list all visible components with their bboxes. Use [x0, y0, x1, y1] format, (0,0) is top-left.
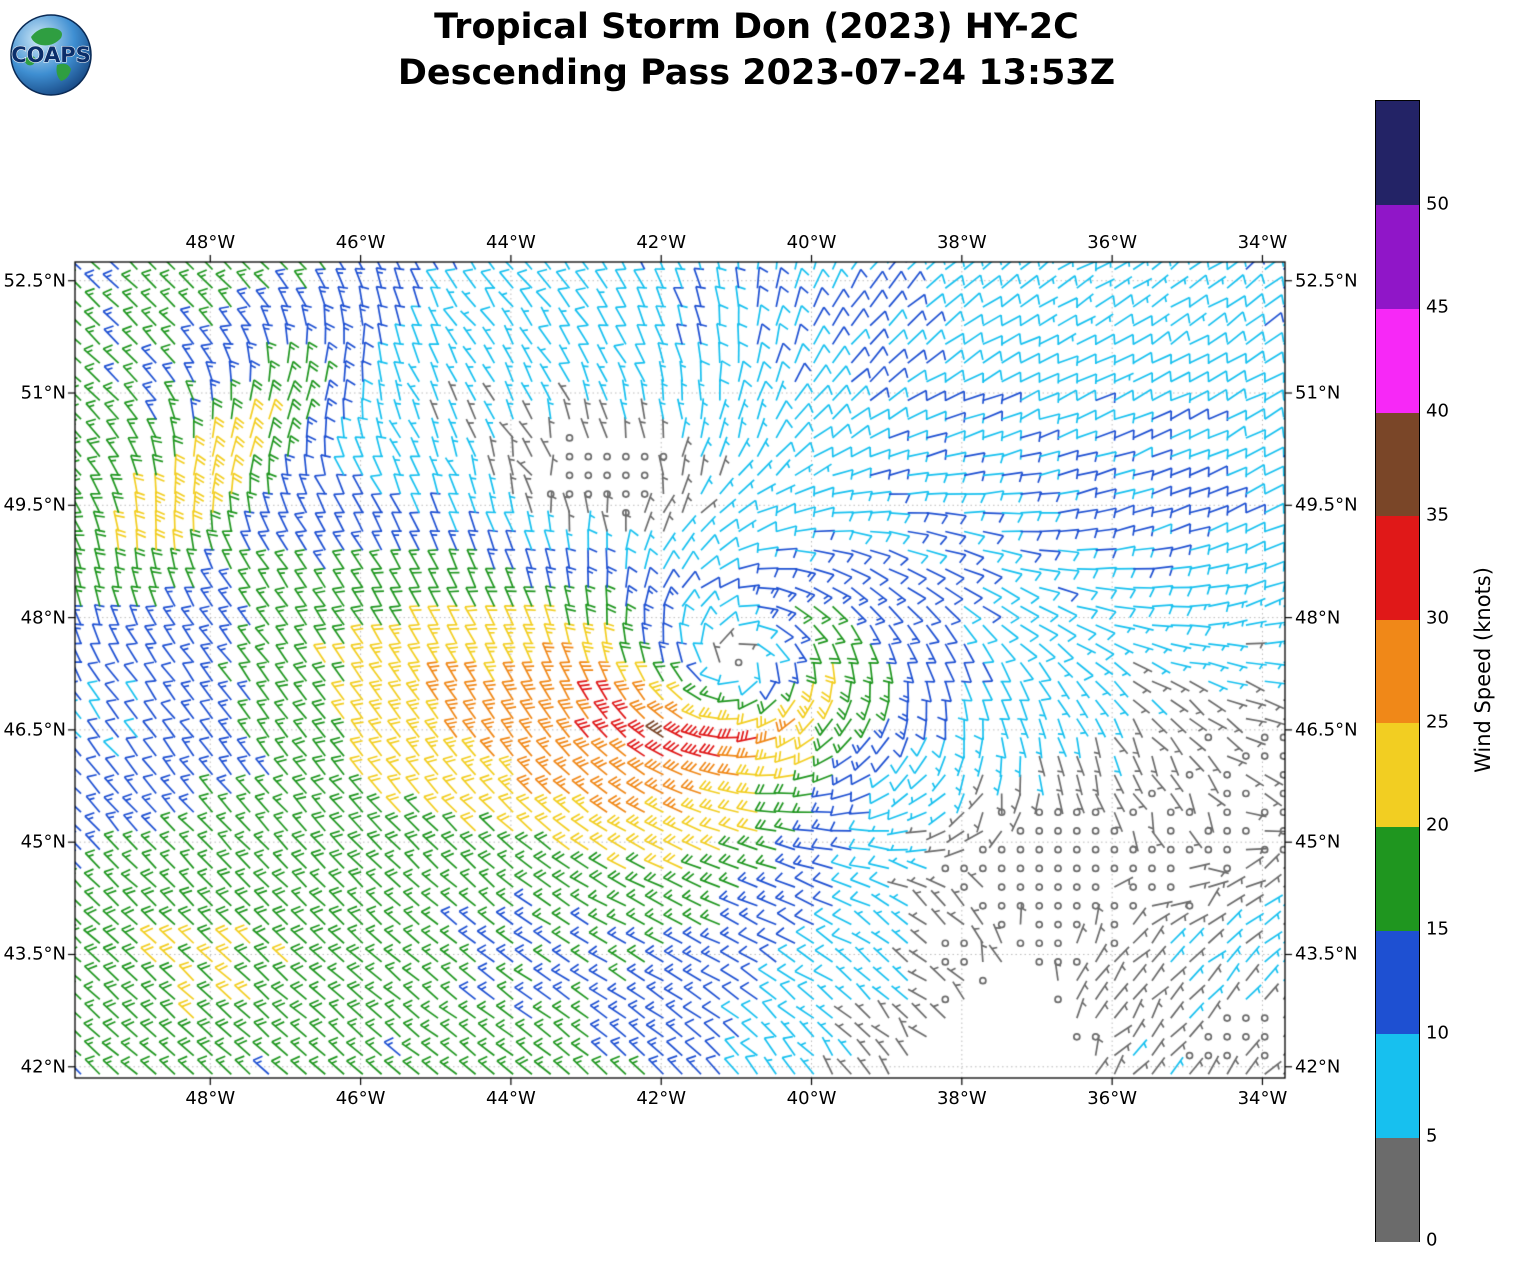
x-axis-tick-label-bottom: 38°W — [936, 1088, 987, 1109]
y-axis-tick-label-left: 48°N — [20, 607, 66, 629]
colorbar-segment — [1376, 1033, 1419, 1138]
y-axis-tick-label-right: 46.5°N — [1295, 719, 1358, 741]
y-axis-tick-label-left: 43.5°N — [3, 943, 66, 965]
x-axis-tick-label-top: 42°W — [636, 232, 687, 253]
x-axis-tick-label-bottom: 48°W — [185, 1088, 236, 1109]
x-axis-tick-label-top: 36°W — [1087, 232, 1137, 253]
x-axis-tick-label-bottom: 46°W — [335, 1088, 386, 1109]
colorbar-tick-label: 10 — [1426, 1022, 1449, 1044]
colorbar-tick-label: 45 — [1426, 296, 1449, 318]
y-axis-tick-label-right: 48°N — [1295, 607, 1341, 629]
x-axis-tick-label-bottom: 42°W — [636, 1088, 687, 1109]
x-axis-tick-label-bottom: 44°W — [486, 1088, 536, 1109]
colorbar-segment — [1376, 619, 1419, 724]
colorbar-segment — [1376, 515, 1419, 620]
colorbar-axis-label: Wind Speed (knots) — [1471, 567, 1495, 773]
colorbar-tick-label: 0 — [1426, 1229, 1438, 1251]
colorbar-segment — [1376, 308, 1419, 413]
y-axis-tick-label-right: 43.5°N — [1295, 943, 1358, 965]
colorbar-tick-label: 40 — [1426, 400, 1449, 422]
colorbar-segment — [1376, 204, 1419, 309]
x-axis-tick-label-top: 34°W — [1237, 232, 1288, 253]
y-axis-tick-label-left: 45°N — [20, 831, 66, 853]
y-axis-tick-label-right: 51°N — [1295, 382, 1341, 404]
colorbar-segment — [1376, 411, 1419, 517]
colorbar-tick-label: 35 — [1426, 504, 1449, 526]
y-axis-tick-label-left: 52.5°N — [3, 270, 66, 292]
y-axis-tick-label-left: 42°N — [20, 1056, 66, 1078]
y-axis-tick-label-left: 46.5°N — [3, 719, 66, 741]
colorbar-tick-label: 30 — [1426, 607, 1449, 629]
colorbar-segment — [1376, 101, 1419, 206]
colorbar-segment — [1376, 722, 1419, 828]
x-axis-tick-label-top: 46°W — [335, 232, 386, 253]
colorbar-tick-label: 50 — [1426, 193, 1449, 215]
y-axis-tick-label-left: 49.5°N — [3, 494, 66, 516]
y-axis-tick-label-right: 52.5°N — [1295, 270, 1358, 292]
x-axis-tick-label-bottom: 36°W — [1087, 1088, 1137, 1109]
colorbar — [1375, 100, 1420, 1242]
colorbar-tick-label: 20 — [1426, 814, 1449, 836]
colorbar-tick-label: 15 — [1426, 918, 1449, 940]
x-axis-tick-label-top: 40°W — [786, 232, 837, 253]
y-axis-tick-label-left: 51°N — [20, 382, 66, 404]
x-axis-tick-label-bottom: 34°W — [1237, 1088, 1288, 1109]
y-axis-tick-label-right: 45°N — [1295, 831, 1341, 853]
colorbar-tick-label: 5 — [1426, 1125, 1438, 1147]
y-axis-tick-label-right: 49.5°N — [1295, 494, 1358, 516]
x-axis-tick-label-bottom: 40°W — [786, 1088, 837, 1109]
x-axis-tick-label-top: 44°W — [486, 232, 536, 253]
colorbar-tick-label: 25 — [1426, 711, 1449, 733]
y-axis-tick-label-right: 42°N — [1295, 1056, 1341, 1078]
colorbar-segment — [1376, 826, 1419, 931]
x-axis-tick-label-top: 48°W — [185, 232, 236, 253]
x-axis-tick-label-top: 38°W — [936, 232, 987, 253]
colorbar-segment — [1376, 1137, 1419, 1242]
colorbar-segment — [1376, 930, 1419, 1035]
